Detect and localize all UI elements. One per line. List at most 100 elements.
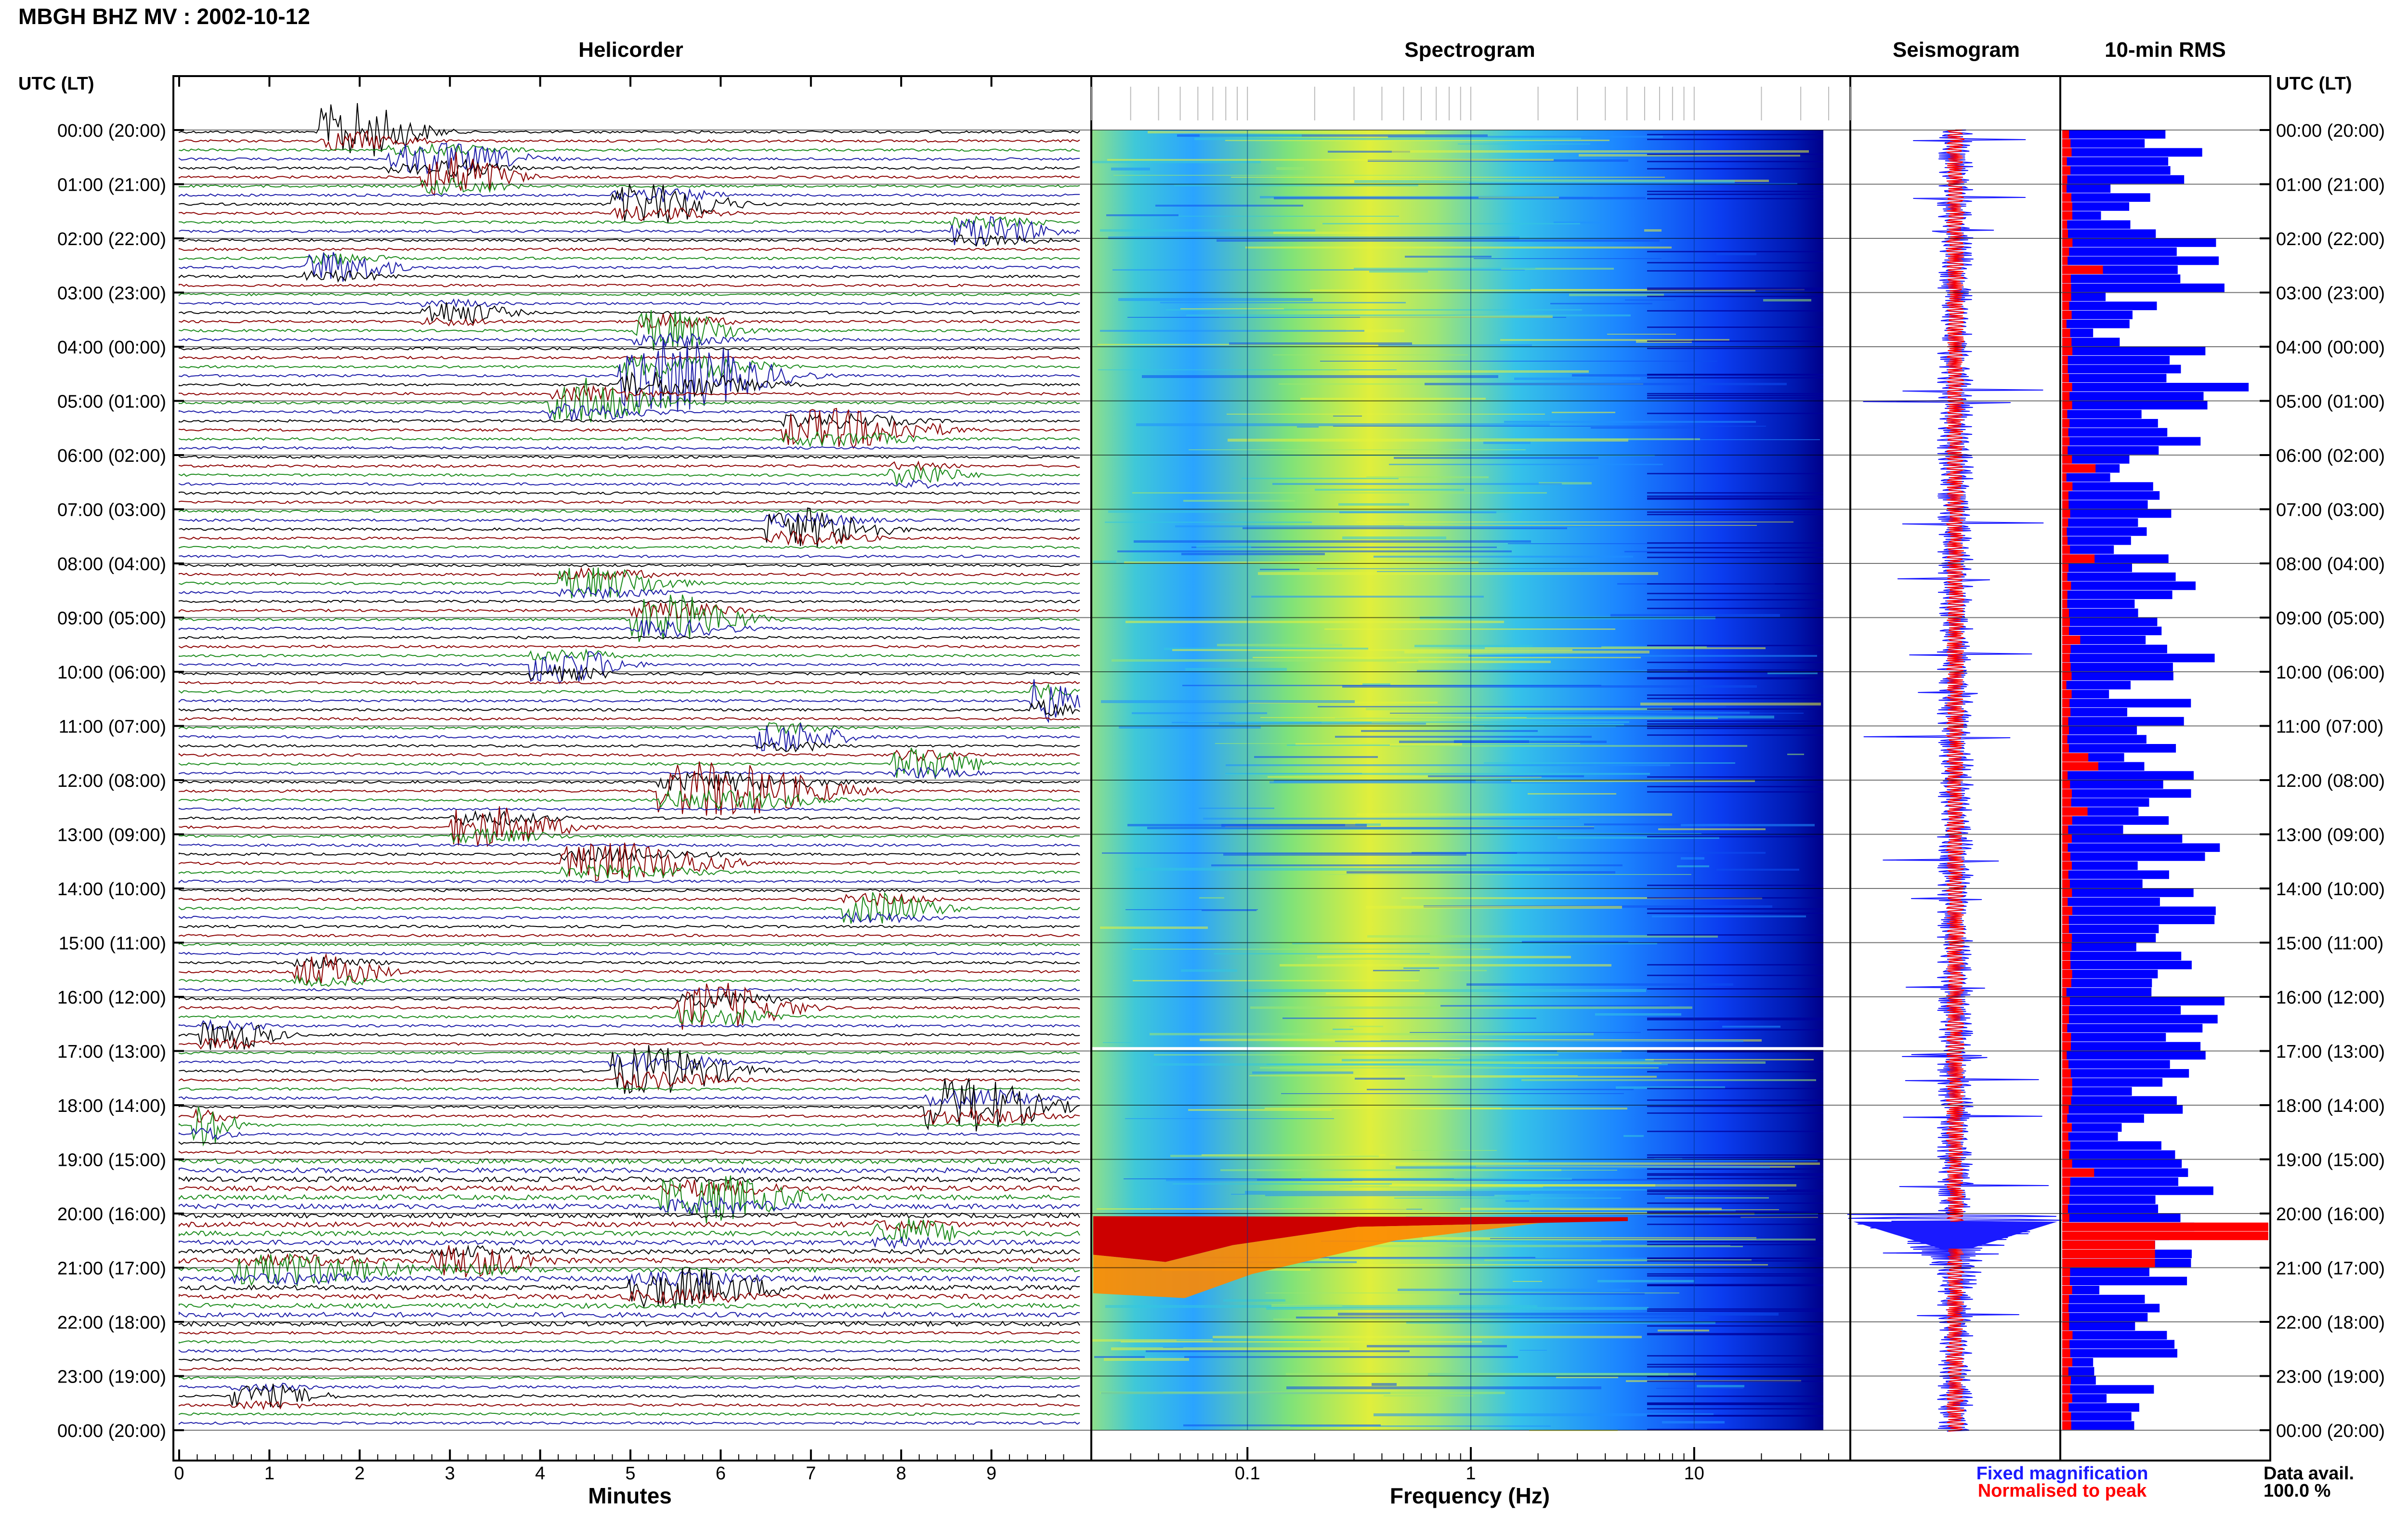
rms-normalised-bar <box>2062 897 2068 906</box>
rms-bar <box>2062 888 2194 897</box>
spectrogram-stripe <box>1616 1086 1725 1089</box>
time-label-left: 16:00 (12:00) <box>57 988 166 1008</box>
spectrogram-stripe <box>1177 134 1488 137</box>
spectrogram-stripe <box>1243 527 1567 529</box>
spectrogram-stripe <box>1151 216 1399 217</box>
spectrogram-stripe <box>1468 655 1817 657</box>
spectrogram-stripe <box>1173 1183 1392 1185</box>
spectrogram-stripe <box>1357 813 1672 816</box>
rms-normalised-bar <box>2062 952 2070 961</box>
spectrogram-dark-stripe <box>1647 492 1823 494</box>
rms-bar <box>2062 834 2183 843</box>
spectrogram-stripe <box>1389 1240 1601 1242</box>
rms-normalised-bar <box>2062 1403 2069 1412</box>
rms-normalised-bar <box>2062 1069 2071 1078</box>
rms-bar <box>2062 202 2130 211</box>
spectrogram-stripe <box>1349 1026 1383 1027</box>
rms-normalised-bar <box>2062 1267 2070 1277</box>
spectrogram-dark-stripe <box>1647 728 1823 729</box>
rms-normalised-bar <box>2062 473 2067 482</box>
spectrogram-stripe <box>1181 969 1237 972</box>
rms-bar <box>2062 193 2150 202</box>
helicorder-trace <box>179 130 1080 151</box>
rms-bar <box>2062 139 2145 148</box>
spectrogram-dark-stripe <box>1647 1193 1823 1195</box>
spectrogram-dark-stripe <box>1647 154 1823 155</box>
helicorder-trace <box>179 460 1080 471</box>
spectrogram-stripe <box>1652 915 1806 917</box>
spectrogram-stripe <box>1265 1195 1494 1196</box>
helicorder-trace <box>179 530 1080 547</box>
spectrogram-stripe <box>1177 1340 1321 1341</box>
helicorder-trace <box>179 152 1080 196</box>
spectrogram-stripe <box>1355 823 1381 826</box>
rms-normalised-bar <box>2062 347 2073 355</box>
spectrogram-stripe <box>1394 1198 1621 1199</box>
rms-normalised-bar <box>2062 392 2070 401</box>
rms-normalised-bar <box>2062 1349 2070 1358</box>
spectrogram-stripe <box>1513 1281 1542 1282</box>
spectrogram-stripe <box>1189 449 1526 450</box>
rms-normalised-bar <box>2062 509 2070 518</box>
rms-bar <box>2062 184 2111 193</box>
spectrogram-dark-stripe <box>1647 473 1823 474</box>
spectrogram-stripe <box>1227 414 1545 415</box>
rms-normalised-bar <box>2062 383 2072 392</box>
rms-normalised-bar <box>2062 428 2068 437</box>
spectrogram-stripe <box>1767 672 1818 674</box>
rms-bar <box>2062 581 2196 590</box>
spectrogram-stripe <box>1108 510 1522 513</box>
rms-bar <box>2062 437 2201 446</box>
spectrogram-stripe <box>1300 398 1486 400</box>
rms-bar <box>2062 383 2249 392</box>
spectrogram-stripe <box>1163 1347 1183 1348</box>
spectrogram-dark-stripe <box>1647 1224 1823 1225</box>
spectrogram-stripe <box>1154 1054 1558 1056</box>
spectrogram-dark-stripe <box>1647 583 1823 585</box>
spectrogram-stripe <box>1226 764 1670 766</box>
helicorder-trace <box>179 313 1080 329</box>
rms-normalised-bar <box>2062 410 2068 419</box>
helicorder-trace <box>179 566 1080 581</box>
rms-normalised-bar <box>2062 1005 2069 1015</box>
rms-bar <box>2062 274 2181 283</box>
rms-normalised-bar <box>2062 816 2072 825</box>
rms-normalised-bar <box>2062 554 2095 563</box>
rms-bar <box>2062 473 2110 482</box>
spectrogram-stripe <box>1113 175 1420 176</box>
spectrogram-stripe <box>1511 780 1755 782</box>
time-label-right: 13:00 (09:00) <box>2276 825 2385 846</box>
rms-bar <box>2062 816 2169 825</box>
rms-normalised-bar <box>2062 1231 2268 1240</box>
spectrogram-stripe <box>1249 1075 1578 1076</box>
spectrogram-stripe <box>1148 131 1425 133</box>
rms-bar <box>2062 365 2181 374</box>
helicorder-traces <box>179 103 1080 1425</box>
spectrogram-stripe <box>1644 229 1662 232</box>
spectrogram-stripe <box>1200 134 1302 137</box>
rms-normalised-bar <box>2062 780 2070 789</box>
rms-normalised-bar <box>2062 708 2071 717</box>
spectrogram-stripe <box>1252 1071 1353 1074</box>
spectrogram-stripe <box>1353 1264 1768 1266</box>
helicorder-trace <box>179 1141 1080 1145</box>
helicorder-trace <box>179 1018 1080 1031</box>
spectrogram-dark-stripe <box>1647 1275 1823 1277</box>
spectrogram-stripe <box>1508 543 1675 544</box>
helicorder-trace <box>179 1383 1080 1392</box>
spectrogram-dark-stripe <box>1647 296 1823 297</box>
time-label-left: 11:00 (07:00) <box>59 717 166 737</box>
spectrogram-stripe <box>1316 1170 1617 1171</box>
spectrogram-stripe <box>1268 776 1542 778</box>
rms-normalised-bar <box>2062 1123 2072 1132</box>
rms-normalised-bar <box>2062 1376 2071 1385</box>
rms-bar <box>2062 1024 2203 1033</box>
rms-bar <box>2062 1078 2163 1087</box>
time-label-right: 21:00 (17:00) <box>2276 1259 2385 1279</box>
spectrogram-stripe <box>1258 572 1658 575</box>
rms-normalised-bar <box>2062 139 2071 148</box>
spectrogram-stripe <box>1624 551 1760 552</box>
spectrogram-stripe <box>1166 309 1582 311</box>
rms-normalised-bar <box>2062 1331 2073 1340</box>
